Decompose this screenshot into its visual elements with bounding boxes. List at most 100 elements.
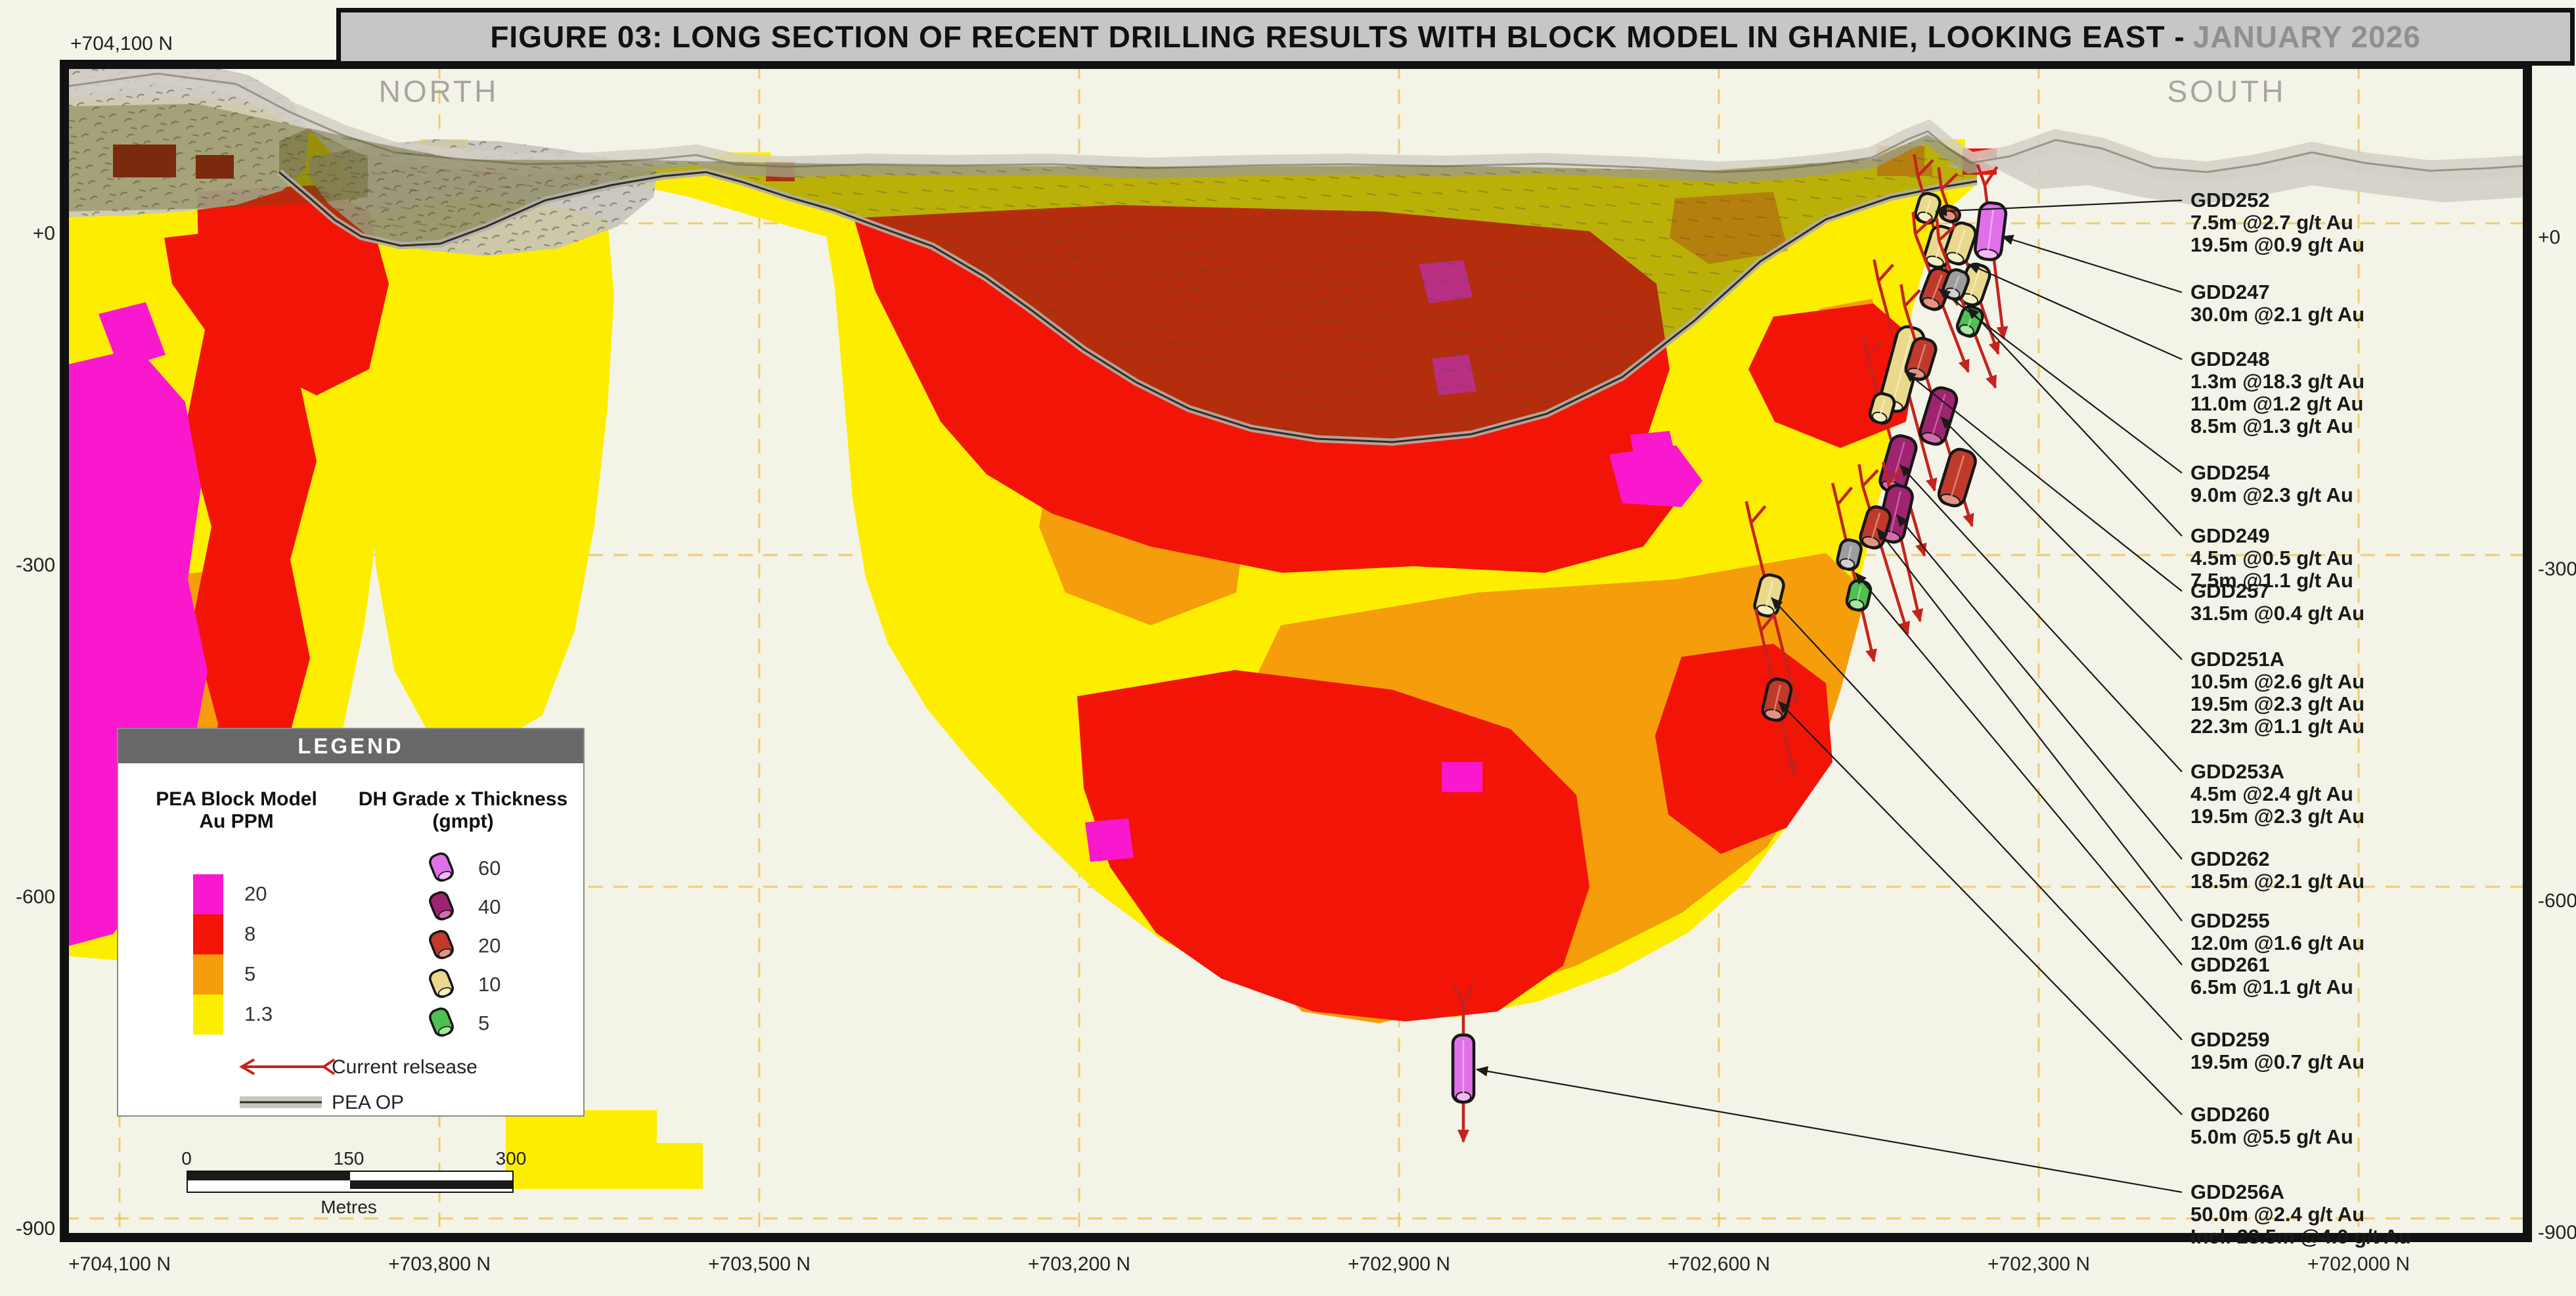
block-darkred-surface: [113, 145, 176, 177]
collar-fletch-icon: [1976, 164, 1999, 187]
collar-fletch-icon: [1452, 983, 1475, 1005]
title-bar: FIGURE 03: LONG SECTION OF RECENT DRILLI…: [336, 8, 2575, 66]
drillhole-intercept: 50.0m @2.4 g/t Au: [2190, 1203, 2365, 1226]
overburden-band-right: [1977, 140, 2527, 205]
drillhole-id: GDD256A: [2190, 1180, 2284, 1203]
legend-grade-thickness-title: DH Grade x Thickness (gmpt): [358, 788, 568, 832]
intercept-cylinder-tan: [1914, 192, 1942, 225]
collar-fletch-icon: [1935, 218, 1957, 242]
cylinder-seam: [1879, 399, 1886, 416]
elevation-tick-left: -600: [15, 886, 55, 908]
drillhole-label-GDD261: GDD261 6.5m @1.1 g/t Au: [2190, 954, 2353, 998]
scale-tick: 0: [181, 1148, 192, 1169]
cylinder-seam: [1924, 199, 1932, 216]
scale-bar-segment: [188, 1172, 350, 1180]
block-magenta: [1442, 762, 1482, 792]
drillhole-intercept: 1.3m @18.3 g/t Au: [2190, 370, 2365, 393]
legend-value-gmpt: 40: [478, 895, 501, 918]
drillhole-label-GDD256A: GDD256A 50.0m @2.4 g/t Au Incl. 23.5m @4.0…: [2190, 1181, 2411, 1248]
elevation-tick-right: +0: [2538, 227, 2561, 248]
block-yellow-patch: [506, 1110, 657, 1189]
elevation-tick-right: -300: [2538, 558, 2576, 580]
north-label: NORTH: [378, 74, 499, 108]
scale-tick: 300: [495, 1148, 527, 1169]
drillhole-label-GDD257: GDD257 31.5m @0.4 g/t Au: [2190, 580, 2365, 625]
cylinder-seam: [1856, 586, 1862, 604]
leader-line-GDD253A: [1899, 464, 2183, 772]
cylinder-cap: [437, 1025, 452, 1036]
pea-op-label: PEA OP: [332, 1092, 405, 1113]
legend-value-ppm: 20: [244, 882, 267, 905]
cylinder-seam: [1846, 545, 1853, 563]
cylinder-cap: [437, 909, 452, 920]
legend-swatch-1.3: [193, 994, 223, 1035]
figure-date: JANUARY 2026: [2192, 20, 2421, 54]
drillhole-id: GDD261: [2190, 953, 2270, 976]
drillhole-label-GDD254: GDD254 9.0m @2.3 g/t Au: [2190, 462, 2353, 506]
intercept-cylinder-violet: [1451, 1033, 1476, 1104]
drillhole-label-GDD253A: GDD253A 4.5m @2.4 g/t Au 19.5m @2.3 g/t Au: [2190, 761, 2365, 828]
cylinder-seam: [1765, 580, 1774, 610]
legend-value-gmpt: 20: [478, 934, 501, 957]
cylinder-seam: [1952, 275, 1960, 292]
cylinder-seam: [1949, 455, 1965, 499]
block-red: [164, 225, 317, 868]
drillhole-id: GDD252: [2190, 189, 2270, 212]
drillhole-GDD247: [1974, 164, 2009, 340]
cylinder-cap: [437, 987, 452, 997]
collar-fletch-icon: [1937, 167, 1959, 190]
scale-bar: 0 150 300 Metres: [175, 1148, 529, 1217]
legend-value-ppm: 5: [244, 962, 256, 985]
collar-fletch-icon: [1899, 284, 1921, 307]
legend-header: LEGEND: [118, 729, 583, 763]
drillhole-intercept: 19.5m @2.3 g/t Au: [2190, 692, 2365, 715]
scale-bar-graphic: [187, 1171, 514, 1193]
drillhole-id: GDD249: [2190, 524, 2270, 547]
leader-line-GDD248: [1968, 263, 2183, 361]
elevation-tick-left: -900: [15, 1218, 55, 1240]
legend-swatch-8: [193, 914, 223, 954]
drillhole-intercept: 10.5m @2.6 g/t Au: [2190, 670, 2365, 693]
drillhole-intercept: 19.5m @0.7 g/t Au: [2190, 1050, 2365, 1073]
elevation-tick-right: -900: [2538, 1222, 2576, 1243]
collar-fletch-icon: [1754, 608, 1777, 632]
cylinder-seam: [1889, 491, 1901, 535]
drillhole-intercept: 19.5m @0.9 g/t Au: [2190, 233, 2365, 256]
leader-line-GDD247: [2001, 235, 2183, 294]
northing-tick: +703,800 N: [388, 1253, 491, 1275]
block-magenta: [1085, 818, 1134, 862]
drillhole-id: GDD253A: [2190, 760, 2284, 783]
legend-value-gmpt: 5: [478, 1012, 490, 1035]
leader-line-GDD255: [1876, 528, 2183, 922]
block-magenta: [1630, 431, 1676, 464]
block-red-deep: [1077, 670, 1589, 1021]
block-magenta: [99, 302, 166, 369]
northing-tick: +704,100 N: [68, 1253, 171, 1275]
northing-tick: +702,600 N: [1668, 1253, 1770, 1275]
scale-tick: 150: [333, 1148, 365, 1169]
legend: LEGEND PEA Block Model Au PPM DH Grade x…: [117, 728, 585, 1117]
drillhole-id: GDD254: [2190, 461, 2270, 484]
drillhole-intercept: 31.5m @0.4 g/t Au: [2190, 602, 2365, 625]
northing-tick: +702,000 N: [2307, 1253, 2410, 1275]
legend-value-ppm: 8: [244, 922, 256, 945]
drillhole-intercept: 4.5m @0.5 g/t Au: [2190, 547, 2353, 570]
legend-cylinder-purple: [429, 891, 454, 921]
collar-fletch-icon: [1911, 212, 1933, 235]
drillhole-intercept: 7.5m @1.1 g/t Au: [2190, 569, 2353, 592]
intercept-cylinder-gray: [1836, 538, 1863, 571]
top-left-northing: +704,100 N: [70, 33, 173, 55]
pea-op-swatch: [240, 1096, 322, 1108]
cylinder-seam: [1870, 512, 1881, 541]
drillhole-label-GDD262: GDD262 18.5m @2.1 g/t Au: [2190, 848, 2365, 893]
collar-fletch-icon: [1744, 501, 1767, 524]
legend-graphics: [193, 852, 454, 1108]
elevation-tick-right: -600: [2538, 890, 2576, 912]
leader-line-GDD257: [1904, 370, 2183, 592]
drillhole-GDD253A: [1861, 334, 1927, 557]
legend-cylinder-red: [429, 929, 454, 960]
collar-fletch-icon: [1831, 482, 1854, 506]
legend-value-gmpt: 10: [478, 973, 501, 996]
cylinder-seam: [1949, 212, 1952, 215]
